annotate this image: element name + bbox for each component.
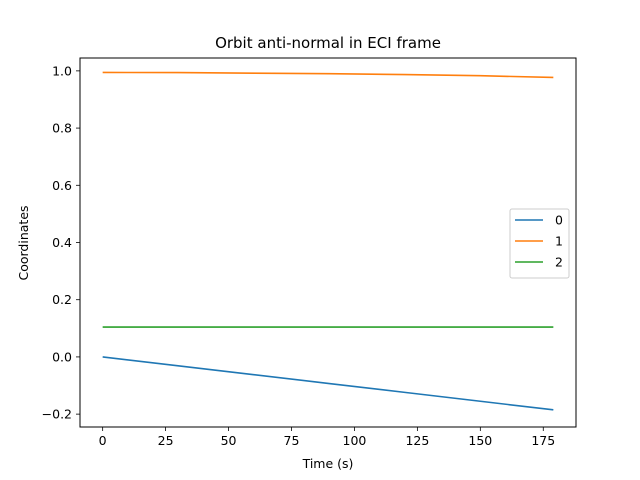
series-line-0 xyxy=(102,356,554,411)
legend-label-0: 0 xyxy=(555,213,563,228)
legend-label-2: 2 xyxy=(555,255,563,270)
x-axis-label: Time (s) xyxy=(302,456,354,471)
x-tick-label: 50 xyxy=(221,433,237,448)
x-tick-label: 25 xyxy=(158,433,174,448)
x-tick-label: 75 xyxy=(284,433,300,448)
y-tick-label: 0.6 xyxy=(52,178,72,193)
x-tick-label: 125 xyxy=(405,433,429,448)
y-axis: −0.2 0.0 0.2 0.4 0.6 0.8 1.0 xyxy=(42,63,80,422)
x-tick-label: 0 xyxy=(99,433,107,448)
x-tick-label: 175 xyxy=(531,433,555,448)
chart-title: Orbit anti-normal in ECI frame xyxy=(215,34,441,52)
y-tick-label: 0.4 xyxy=(52,235,72,250)
x-tick-label: 100 xyxy=(343,433,367,448)
x-axis: 0 25 50 75 100 125 150 175 xyxy=(99,427,555,448)
y-tick-label: 0.0 xyxy=(52,349,72,364)
x-tick-label: 150 xyxy=(468,433,492,448)
legend-box xyxy=(509,208,570,279)
plot-lines xyxy=(102,71,554,411)
series-line-1 xyxy=(102,71,554,79)
legend-label-1: 1 xyxy=(555,234,563,249)
y-axis-label: Coordinates xyxy=(16,205,31,280)
legend: 0 1 2 xyxy=(509,208,570,279)
y-tick-label: 0.8 xyxy=(52,121,72,136)
y-tick-label: −0.2 xyxy=(42,407,72,422)
y-tick-label: 1.0 xyxy=(52,63,72,78)
y-tick-label: 0.2 xyxy=(52,292,72,307)
